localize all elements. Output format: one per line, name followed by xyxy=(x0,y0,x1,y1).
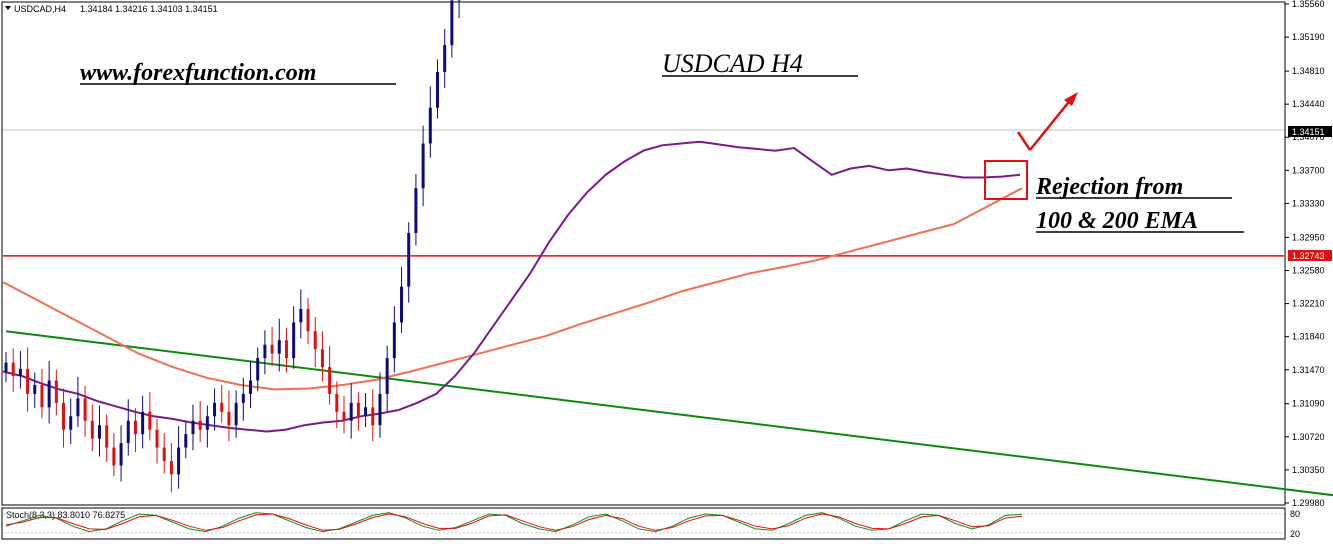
candle-body xyxy=(98,425,101,438)
candle-body xyxy=(364,407,367,416)
candle-body xyxy=(350,403,353,421)
price-tick-label: 1.31840 xyxy=(1292,332,1325,342)
candle-body xyxy=(256,358,259,380)
price-tick-label: 1.35190 xyxy=(1292,32,1325,42)
candle-body xyxy=(55,380,58,402)
candle-body xyxy=(285,340,288,358)
candle-body xyxy=(357,403,360,416)
note-line-1: Rejection from xyxy=(1035,174,1183,200)
candle-body xyxy=(141,412,144,434)
candle-body xyxy=(278,340,281,353)
candle-body xyxy=(235,403,238,425)
price-tick-label: 1.32210 xyxy=(1292,299,1325,309)
candle-body xyxy=(386,358,389,394)
current-price-label: 1.34151 xyxy=(1292,127,1325,137)
price-tick-label: 1.30720 xyxy=(1292,432,1325,442)
price-tick-label: 1.31470 xyxy=(1292,365,1325,375)
candle-body xyxy=(26,369,29,394)
candle-body xyxy=(62,403,65,430)
website-watermark: www.forexfunction.com xyxy=(80,60,316,86)
candle-body xyxy=(19,369,22,376)
stoch-label: Stoch(8,3,3) 83.8010 76.8275 xyxy=(6,510,125,520)
candle-body xyxy=(48,380,51,407)
candle-body xyxy=(443,45,446,72)
candle-body xyxy=(422,144,425,189)
candle-body xyxy=(263,345,266,358)
candle-body xyxy=(5,363,8,372)
candle-body xyxy=(170,461,173,474)
candle-body xyxy=(242,394,245,403)
candle-body xyxy=(371,407,374,425)
candle-body xyxy=(112,448,115,466)
candle-body xyxy=(206,416,209,429)
candle-body xyxy=(105,425,108,447)
candle-body xyxy=(220,403,223,412)
candle-body xyxy=(299,309,302,322)
note-line-2: 100 & 200 EMA xyxy=(1036,208,1198,234)
candle-body xyxy=(378,394,381,425)
candle-body xyxy=(12,363,15,376)
price-tick-label: 1.32580 xyxy=(1292,265,1325,275)
candle-body xyxy=(134,421,137,434)
candle-body xyxy=(343,412,346,421)
ohlc-values: 1.34184 1.34216 1.34103 1.34151 xyxy=(80,4,218,14)
stoch-pane-frame xyxy=(2,508,1285,539)
candle-body xyxy=(120,443,123,465)
candle-body xyxy=(400,287,403,323)
candle-body xyxy=(199,421,202,430)
candle-body xyxy=(163,448,166,461)
candle-body xyxy=(450,0,453,45)
support-price-label: 1.32743 xyxy=(1292,251,1325,261)
candle-body xyxy=(321,349,324,367)
stoch-level-20-label: 20 xyxy=(1290,529,1300,539)
candle-body xyxy=(436,72,439,108)
price-tick-label: 1.34810 xyxy=(1292,66,1325,76)
candle-body xyxy=(227,412,230,425)
candle-body xyxy=(314,331,317,349)
candle-body xyxy=(249,380,252,393)
candle-body xyxy=(156,430,159,448)
price-tick-label: 1.33700 xyxy=(1292,165,1325,175)
price-tick-label: 1.35560 xyxy=(1292,0,1325,9)
candle-body xyxy=(191,421,194,434)
candle-body xyxy=(292,322,295,358)
symbol-label: USDCAD,H4 xyxy=(14,4,66,14)
candle-body xyxy=(84,398,87,420)
candle-body xyxy=(76,398,79,416)
candle-body xyxy=(414,188,417,233)
price-tick-label: 1.32950 xyxy=(1292,232,1325,242)
price-tick-label: 1.34440 xyxy=(1292,99,1325,109)
candle-body xyxy=(148,412,151,430)
price-tick-label: 1.31090 xyxy=(1292,399,1325,409)
candle-body xyxy=(307,309,310,331)
candle-body xyxy=(177,448,180,475)
candle-body xyxy=(40,385,43,407)
candle-body xyxy=(33,385,36,394)
candle-body xyxy=(407,233,410,287)
candle-body xyxy=(271,345,274,354)
candle-body xyxy=(127,421,130,443)
price-tick-label: 1.29980 xyxy=(1292,498,1325,508)
candle-body xyxy=(393,322,396,358)
pair-title: USDCAD H4 xyxy=(662,49,803,78)
candle-body xyxy=(328,367,331,394)
candle-body xyxy=(213,403,216,416)
candle-body xyxy=(429,108,432,144)
candle-body xyxy=(184,434,187,447)
candle-body xyxy=(335,394,338,412)
price-tick-label: 1.30350 xyxy=(1292,465,1325,475)
candle-body xyxy=(69,416,72,429)
stoch-level-80-label: 80 xyxy=(1290,509,1300,519)
price-tick-label: 1.33330 xyxy=(1292,198,1325,208)
candle-body xyxy=(91,421,94,439)
